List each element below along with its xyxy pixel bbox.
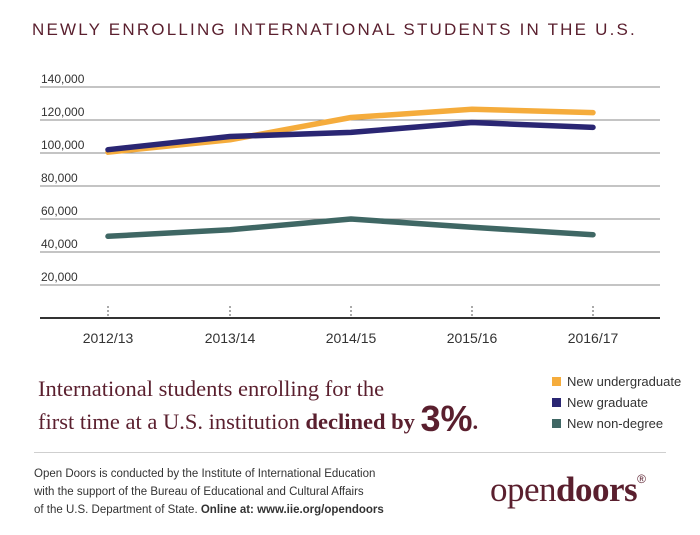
series-line-new-graduate <box>105 119 596 153</box>
y-tick-label: 80,000 <box>41 171 78 185</box>
y-axis-ticks: 20,000 40,000 60,000 80,000 100,000 120,000 14… <box>41 72 85 284</box>
legend-item-nondegree: New non-degree <box>552 413 681 434</box>
y-tick-label: 140,000 <box>41 72 85 86</box>
logo-open: open <box>490 470 557 509</box>
headline-percent: 3% <box>420 398 473 439</box>
legend: New undergraduate New graduate New non-d… <box>552 371 681 434</box>
logo-doors: doors <box>556 470 638 509</box>
legend-swatch-undergraduate <box>552 377 561 386</box>
headline-emphasis: declined by <box>305 409 421 434</box>
y-tick-label: 120,000 <box>41 105 85 119</box>
headline-line2: first time at a U.S. institution <box>38 409 306 434</box>
line-chart: 20,000 40,000 60,000 80,000 100,000 120,000 14… <box>40 72 660 346</box>
logo-registered-mark: ® <box>637 472 646 486</box>
footer-note: Open Doors is conducted by the Institute… <box>34 465 394 519</box>
x-tick-label: 2016/17 <box>568 330 619 346</box>
x-tick-label: 2013/14 <box>205 330 256 346</box>
x-tick-label: 2014/15 <box>326 330 377 346</box>
y-tick-label: 100,000 <box>41 138 85 152</box>
legend-item-undergraduate: New undergraduate <box>552 371 681 392</box>
legend-label-nondegree: New non-degree <box>567 416 664 431</box>
legend-label-undergraduate: New undergraduate <box>567 374 682 389</box>
footer-line1: Open Doors is conducted by the Institute… <box>34 468 376 480</box>
y-tick-label: 20,000 <box>41 270 78 284</box>
series-line-new-non-degree <box>105 216 596 240</box>
headline-suffix: . <box>472 409 479 434</box>
headline-line1: International students enrolling for the <box>38 376 385 401</box>
legend-swatch-graduate <box>552 398 561 407</box>
footer-link[interactable]: Online at: www.iie.org/opendoors <box>200 504 384 516</box>
headline: International students enrolling for the… <box>38 374 528 437</box>
divider <box>34 452 666 453</box>
chart-title: NEWLY ENROLLING INTERNATIONAL STUDENTS I… <box>32 20 637 39</box>
x-tick-label: 2015/16 <box>447 330 498 346</box>
legend-swatch-nondegree <box>552 419 561 428</box>
footer-line3: of the U.S. Department of State. <box>34 504 201 516</box>
legend-label-graduate: New graduate <box>567 395 648 410</box>
opendoors-logo: opendoors® <box>490 470 646 510</box>
series-lines <box>105 106 596 240</box>
x-tick-label: 2012/13 <box>83 330 134 346</box>
y-tick-label: 40,000 <box>41 237 78 251</box>
y-tick-label: 60,000 <box>41 204 78 218</box>
x-axis: 2012/13 2013/14 2014/15 2015/16 2016/17 <box>40 306 660 346</box>
footer-line2: with the support of the Bureau of Educat… <box>34 486 364 498</box>
legend-item-graduate: New graduate <box>552 392 681 413</box>
series-line-new-undergraduate <box>105 106 596 155</box>
